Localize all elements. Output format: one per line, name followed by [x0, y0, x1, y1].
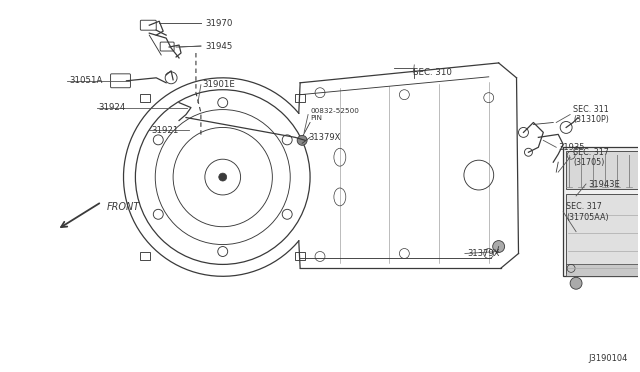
- Text: 31379X: 31379X: [308, 133, 340, 142]
- Circle shape: [219, 173, 227, 181]
- Text: SEC. 311
(31310P): SEC. 311 (31310P): [573, 105, 609, 124]
- Text: 31379X: 31379X: [467, 249, 499, 258]
- Text: SEC. 317
(31705AA): SEC. 317 (31705AA): [566, 202, 609, 221]
- Text: 31935: 31935: [558, 143, 585, 152]
- Text: 31943E: 31943E: [588, 180, 620, 189]
- Circle shape: [493, 241, 504, 253]
- Circle shape: [297, 135, 307, 145]
- Text: 31901E: 31901E: [203, 80, 236, 89]
- Circle shape: [570, 277, 582, 289]
- FancyBboxPatch shape: [563, 147, 640, 276]
- FancyBboxPatch shape: [566, 194, 640, 273]
- Text: 31945: 31945: [206, 42, 233, 51]
- Text: SEC. 317
(31705): SEC. 317 (31705): [573, 148, 609, 167]
- Text: FRONT: FRONT: [107, 202, 140, 212]
- Text: J3190104: J3190104: [588, 354, 628, 363]
- Text: 31051A: 31051A: [70, 76, 103, 85]
- FancyBboxPatch shape: [566, 264, 640, 276]
- Text: 00832-52500
PIN: 00832-52500 PIN: [310, 108, 359, 121]
- Text: 31924: 31924: [99, 103, 126, 112]
- Text: 31921: 31921: [151, 126, 179, 135]
- Text: SEC. 310: SEC. 310: [413, 68, 452, 77]
- Text: 31970: 31970: [206, 19, 233, 28]
- FancyBboxPatch shape: [566, 151, 640, 189]
